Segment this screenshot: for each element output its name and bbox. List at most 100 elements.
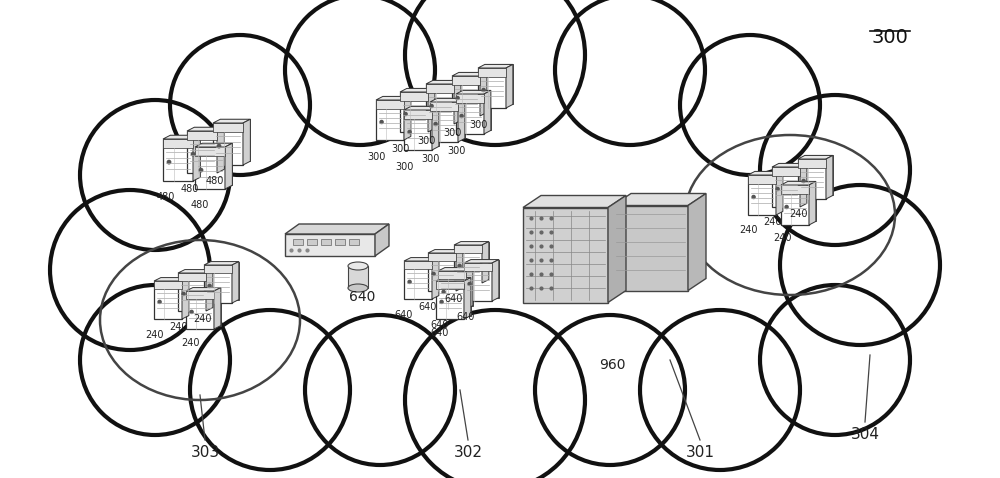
- Bar: [154, 281, 182, 289]
- Polygon shape: [204, 261, 239, 265]
- Polygon shape: [436, 278, 471, 281]
- Bar: [348, 266, 368, 288]
- Circle shape: [305, 315, 455, 465]
- Text: 240: 240: [181, 338, 199, 348]
- Bar: [454, 245, 482, 253]
- Text: 640: 640: [419, 302, 437, 312]
- Bar: [798, 159, 826, 199]
- Text: 304: 304: [850, 427, 880, 442]
- Polygon shape: [438, 268, 473, 271]
- Bar: [428, 253, 456, 261]
- Polygon shape: [163, 135, 200, 139]
- Circle shape: [50, 190, 210, 350]
- Polygon shape: [430, 98, 465, 102]
- Polygon shape: [506, 65, 513, 108]
- Bar: [430, 102, 458, 142]
- Circle shape: [680, 35, 820, 175]
- Polygon shape: [456, 250, 463, 291]
- Bar: [307, 239, 317, 245]
- Circle shape: [751, 195, 756, 199]
- Bar: [436, 281, 464, 319]
- Bar: [748, 175, 776, 184]
- Text: 300: 300: [391, 144, 409, 154]
- Polygon shape: [213, 119, 250, 123]
- Circle shape: [433, 122, 438, 126]
- Bar: [478, 68, 506, 77]
- Bar: [220, 119, 250, 161]
- Bar: [178, 273, 206, 311]
- Polygon shape: [781, 181, 816, 185]
- Circle shape: [535, 315, 685, 465]
- Polygon shape: [688, 194, 706, 291]
- Polygon shape: [454, 80, 461, 124]
- Bar: [772, 167, 800, 176]
- Text: 480: 480: [206, 176, 224, 186]
- Text: 240: 240: [739, 225, 757, 235]
- Polygon shape: [428, 88, 435, 132]
- Circle shape: [217, 144, 221, 149]
- Bar: [163, 139, 193, 148]
- Bar: [779, 163, 807, 204]
- Circle shape: [190, 310, 350, 470]
- Polygon shape: [800, 163, 807, 207]
- Bar: [404, 110, 432, 119]
- Polygon shape: [523, 196, 626, 207]
- Bar: [321, 239, 331, 245]
- Text: 300: 300: [395, 162, 413, 172]
- Polygon shape: [466, 268, 473, 309]
- Bar: [445, 268, 473, 305]
- Circle shape: [760, 285, 910, 435]
- Bar: [456, 94, 484, 134]
- Polygon shape: [428, 250, 463, 253]
- Bar: [202, 143, 232, 185]
- Circle shape: [457, 264, 462, 268]
- Text: 640: 640: [395, 310, 413, 320]
- Polygon shape: [464, 260, 499, 263]
- Text: 640: 640: [431, 320, 449, 330]
- Text: 240: 240: [169, 322, 187, 332]
- Text: 301: 301: [686, 445, 714, 460]
- Bar: [161, 278, 189, 315]
- Polygon shape: [285, 224, 389, 234]
- Bar: [187, 131, 217, 140]
- Polygon shape: [826, 155, 833, 199]
- Polygon shape: [400, 88, 435, 92]
- Circle shape: [379, 120, 384, 124]
- Circle shape: [170, 35, 310, 175]
- Bar: [349, 239, 359, 245]
- Bar: [204, 265, 232, 303]
- Polygon shape: [206, 270, 213, 311]
- Text: 640: 640: [457, 312, 475, 322]
- Bar: [781, 185, 809, 225]
- Text: 240: 240: [145, 330, 163, 340]
- Bar: [376, 100, 404, 140]
- Circle shape: [439, 300, 444, 304]
- Text: 240: 240: [763, 217, 781, 227]
- Text: 640: 640: [445, 294, 463, 304]
- Bar: [438, 271, 466, 309]
- Ellipse shape: [348, 262, 368, 270]
- Bar: [426, 84, 454, 93]
- Bar: [613, 206, 688, 291]
- Bar: [193, 288, 221, 326]
- Bar: [454, 245, 482, 283]
- Bar: [211, 261, 239, 300]
- Bar: [456, 94, 484, 103]
- Bar: [748, 175, 776, 215]
- Polygon shape: [182, 278, 189, 319]
- Bar: [383, 97, 411, 136]
- Circle shape: [555, 0, 705, 145]
- Polygon shape: [776, 172, 783, 215]
- Circle shape: [775, 187, 780, 191]
- Circle shape: [80, 285, 230, 435]
- Polygon shape: [214, 288, 221, 329]
- Polygon shape: [193, 135, 200, 181]
- Bar: [285, 234, 375, 256]
- Polygon shape: [426, 80, 461, 84]
- Bar: [376, 100, 404, 109]
- Bar: [194, 127, 224, 169]
- Polygon shape: [478, 65, 513, 68]
- Polygon shape: [375, 224, 389, 256]
- Bar: [404, 261, 432, 270]
- Bar: [195, 147, 225, 156]
